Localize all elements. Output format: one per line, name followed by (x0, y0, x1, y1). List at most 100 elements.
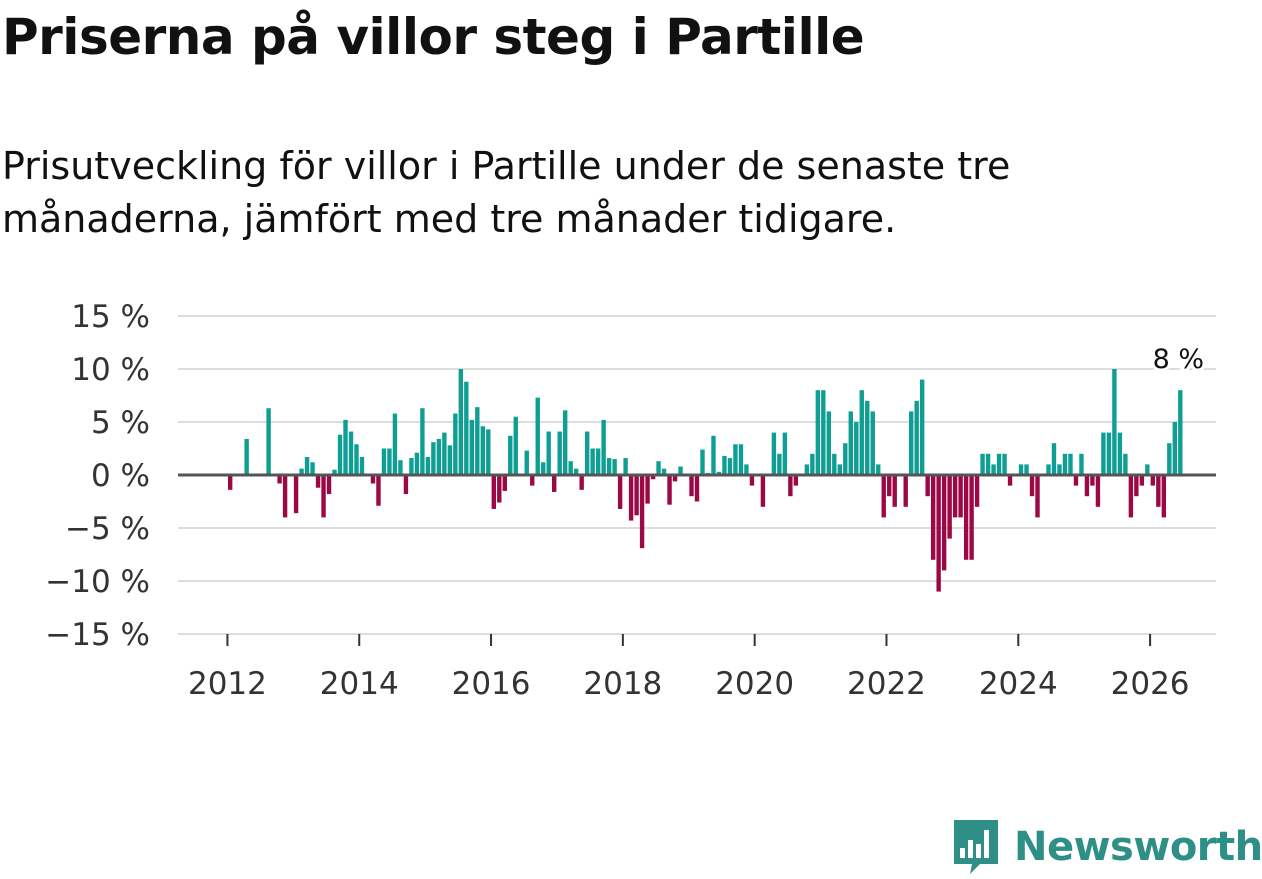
bar (579, 475, 584, 490)
newsworthy-logo: Newsworthy (950, 816, 1262, 878)
bar (760, 475, 766, 507)
bar (815, 390, 821, 475)
bar (1139, 475, 1145, 486)
bar (1101, 432, 1106, 475)
bar (359, 456, 365, 475)
bar (343, 419, 348, 475)
bar (497, 475, 502, 503)
bar (595, 448, 601, 475)
bar (321, 475, 326, 518)
bar (947, 475, 952, 539)
bar (1079, 453, 1084, 475)
bar (716, 471, 722, 475)
bar (771, 432, 777, 475)
bar (870, 411, 875, 475)
chart-title: Priserna på villor steg i Partille (2, 8, 865, 66)
bar (958, 475, 963, 518)
bar (694, 475, 700, 502)
bar (661, 468, 667, 475)
bar (414, 452, 420, 475)
bar (876, 464, 881, 475)
bar (1024, 464, 1029, 475)
bar (700, 449, 705, 475)
bar (1178, 390, 1183, 475)
brand-name: Newsworthy (1014, 824, 1262, 870)
bar (458, 369, 464, 475)
bar (749, 475, 755, 486)
bar (826, 411, 832, 475)
x-tick-label: 2026 (1111, 666, 1190, 702)
bar (865, 400, 870, 475)
bar (1018, 464, 1024, 475)
bar (1051, 443, 1057, 475)
bar (425, 456, 431, 475)
bar (744, 464, 749, 475)
bar (348, 431, 354, 475)
bar (645, 475, 650, 504)
bar (392, 413, 398, 475)
bar (969, 475, 974, 560)
bar (304, 456, 310, 475)
bar (1062, 453, 1068, 475)
bar (738, 444, 744, 475)
bar (573, 468, 579, 475)
bar (552, 475, 557, 492)
bar (672, 475, 678, 482)
bar (370, 475, 376, 484)
y-tick-label: −5 % (65, 511, 150, 547)
bar (398, 460, 403, 475)
bar (837, 464, 842, 475)
x-tick-label: 2024 (979, 666, 1058, 702)
bar (639, 475, 645, 549)
bar (821, 390, 826, 475)
bar (354, 444, 359, 475)
y-tick-label: 15 % (71, 299, 150, 335)
bar (502, 475, 507, 491)
bar (832, 453, 837, 475)
bar (530, 475, 535, 486)
bar (535, 397, 540, 475)
bar (227, 475, 233, 490)
y-tick-label: 10 % (71, 352, 150, 388)
bar (881, 475, 886, 518)
y-tick-label: 0 % (91, 458, 150, 494)
bar (980, 453, 985, 475)
bar (1007, 475, 1013, 486)
bar (453, 413, 458, 475)
bar-chart: 15 %10 %5 %0 %−5 %−10 %−15 % 2012 2014 201… (45, 299, 1216, 702)
x-tick-label: 2012 (188, 666, 267, 702)
bar (282, 475, 288, 518)
bar (1112, 369, 1117, 475)
bar (974, 475, 980, 507)
bar (963, 475, 969, 560)
bar (562, 410, 568, 475)
bar (277, 475, 282, 484)
bar (1161, 475, 1167, 518)
bar (1095, 475, 1101, 507)
bars (227, 369, 1183, 592)
bar (436, 438, 442, 475)
bar (777, 453, 782, 475)
bar (908, 411, 914, 475)
newsworthy-icon (954, 820, 998, 874)
bar (557, 431, 562, 475)
bar (475, 407, 480, 475)
bar (601, 419, 606, 475)
bar (1029, 475, 1035, 497)
bar (326, 475, 332, 495)
y-axis: 15 % 10 % 5 % 0 % −5 % −10 % −15 % (45, 299, 150, 653)
y-tick-label: −10 % (45, 564, 150, 600)
bar (925, 475, 930, 497)
bar (1035, 475, 1040, 518)
x-tick-label: 2018 (583, 666, 662, 702)
bar (623, 458, 628, 475)
bar (985, 453, 991, 475)
bar (1172, 422, 1178, 475)
bar (628, 475, 634, 521)
bar (991, 464, 996, 475)
bar (541, 462, 546, 475)
bar (903, 475, 908, 507)
annotation: 8 % (1150, 341, 1207, 378)
bar (782, 432, 788, 475)
bar (804, 464, 810, 475)
